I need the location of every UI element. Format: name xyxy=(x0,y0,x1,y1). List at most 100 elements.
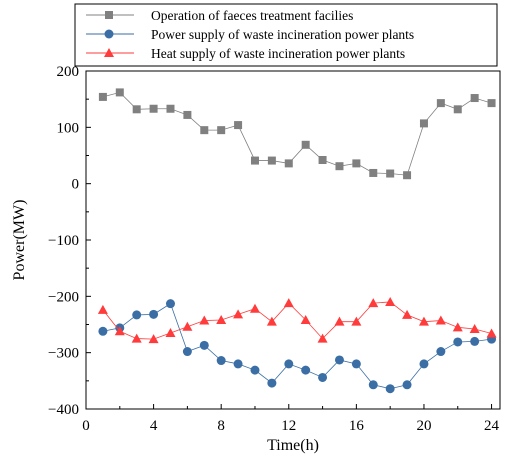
data-point-circle xyxy=(436,347,446,357)
data-point-square xyxy=(267,156,276,165)
data-point-square xyxy=(250,156,259,165)
data-point-circle xyxy=(351,359,361,369)
x-axis-title: Time(h) xyxy=(267,437,319,454)
x-tick-label: 16 xyxy=(349,418,365,434)
data-point-triangle xyxy=(249,303,260,313)
legend: Operation of faeces treatment facilies P… xyxy=(74,3,498,67)
data-point-triangle xyxy=(199,315,210,325)
data-point-square xyxy=(487,99,496,108)
data-point-square xyxy=(183,110,192,119)
data-point-circle xyxy=(453,337,463,347)
data-point-circle xyxy=(301,365,311,375)
data-point-square xyxy=(419,119,428,128)
series-layer xyxy=(97,88,497,394)
data-point-triangle xyxy=(317,333,328,343)
data-point-square xyxy=(301,140,310,149)
data-point-triangle xyxy=(402,309,413,319)
data-point-triangle xyxy=(385,296,396,306)
data-point-square xyxy=(200,126,209,135)
data-point-triangle xyxy=(266,316,277,326)
data-point-circle xyxy=(165,299,175,309)
data-point-square xyxy=(98,92,107,101)
square-marker-icon xyxy=(105,11,113,19)
circle-marker-icon xyxy=(104,29,114,39)
data-point-circle xyxy=(250,365,260,375)
legend-item-heat: Heat supply of waste incineration power … xyxy=(86,46,405,61)
data-point-triangle xyxy=(334,316,345,326)
data-point-triangle xyxy=(418,316,429,326)
x-tick-label: 4 xyxy=(150,418,158,434)
data-point-square xyxy=(436,99,445,108)
data-point-triangle xyxy=(114,326,125,336)
data-point-triangle xyxy=(351,316,362,326)
data-point-square xyxy=(369,168,378,177)
data-point-triangle xyxy=(452,322,463,332)
data-point-square xyxy=(115,88,124,97)
data-point-square xyxy=(132,105,141,114)
data-point-circle xyxy=(233,359,243,369)
data-point-circle xyxy=(216,356,226,366)
data-point-square xyxy=(335,162,344,171)
data-point-triangle xyxy=(148,334,159,344)
data-point-square xyxy=(166,104,175,113)
legend-item-power: Power supply of waste incineration power… xyxy=(86,27,414,42)
y-axis: 200 100 0 −100 −200 −300 −400 xyxy=(48,64,91,418)
data-point-circle xyxy=(334,355,344,365)
legend-label-heat: Heat supply of waste incineration power … xyxy=(151,46,405,61)
data-point-square xyxy=(470,94,479,103)
data-point-square xyxy=(149,104,158,113)
data-point-circle xyxy=(385,384,395,394)
series-power xyxy=(98,299,497,394)
y-tick-label: −300 xyxy=(48,346,79,362)
data-point-circle xyxy=(284,359,294,369)
data-point-circle xyxy=(419,359,429,369)
data-point-triangle xyxy=(97,304,108,314)
data-point-triangle xyxy=(216,314,227,324)
data-point-square xyxy=(386,169,395,178)
series-faeces xyxy=(98,88,496,180)
y-tick-label: −100 xyxy=(48,233,79,249)
y-tick-label: 0 xyxy=(72,177,80,193)
legend-box xyxy=(74,3,498,67)
x-tick-label: 20 xyxy=(416,418,431,434)
x-tick-label: 24 xyxy=(484,418,500,434)
triangle-marker-icon xyxy=(104,48,114,57)
y-tick-label: 100 xyxy=(57,120,80,136)
x-tick-label: 0 xyxy=(82,418,90,434)
data-point-triangle xyxy=(165,327,176,337)
data-point-circle xyxy=(368,380,378,390)
legend-label-power: Power supply of waste incineration power… xyxy=(151,27,414,42)
data-point-triangle xyxy=(300,314,311,324)
data-point-triangle xyxy=(435,315,446,325)
data-point-circle xyxy=(98,326,108,336)
data-point-circle xyxy=(470,336,480,346)
data-point-triangle xyxy=(368,298,379,308)
data-point-square xyxy=(352,159,361,168)
x-axis: 0 4 8 12 16 20 24 xyxy=(82,404,500,434)
data-point-triangle xyxy=(469,324,480,334)
y-axis-title: Power(MW) xyxy=(11,200,28,281)
data-point-circle xyxy=(132,310,142,320)
data-point-triangle xyxy=(486,328,497,338)
legend-label-faeces: Operation of faeces treatment facilies xyxy=(151,8,353,23)
x-tick-label: 12 xyxy=(281,418,296,434)
data-point-square xyxy=(453,105,462,114)
data-point-triangle xyxy=(182,321,193,331)
data-point-square xyxy=(217,126,226,135)
data-point-circle xyxy=(402,380,412,390)
data-point-circle xyxy=(149,309,159,319)
data-point-square xyxy=(403,171,412,180)
data-point-square xyxy=(318,156,327,165)
data-point-square xyxy=(284,159,293,168)
data-point-circle xyxy=(267,378,277,388)
data-point-circle xyxy=(182,347,192,357)
y-tick-label: −400 xyxy=(48,402,79,418)
y-tick-label: 200 xyxy=(57,64,80,80)
data-point-circle xyxy=(318,372,328,382)
data-point-triangle xyxy=(233,309,244,319)
data-point-square xyxy=(234,121,243,130)
legend-item-faeces: Operation of faeces treatment facilies xyxy=(86,8,353,23)
data-point-circle xyxy=(199,340,209,350)
